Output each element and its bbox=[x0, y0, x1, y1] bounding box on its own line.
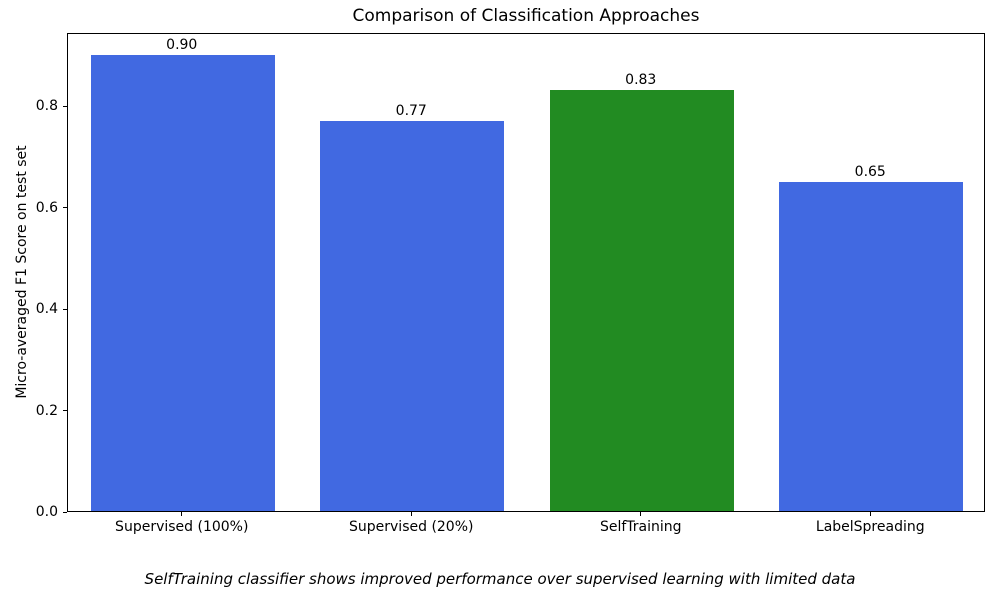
plot-area bbox=[67, 33, 985, 512]
y-tick-mark bbox=[63, 207, 67, 209]
y-tick-mark bbox=[63, 308, 67, 310]
bar-value-label: 0.65 bbox=[854, 163, 886, 180]
y-tick-mark bbox=[63, 410, 67, 412]
x-tick-mark bbox=[869, 512, 871, 516]
chart-title: Comparison of Classification Approaches bbox=[352, 6, 700, 26]
y-tick-label: 0.4 bbox=[35, 301, 58, 318]
bar-labelspreading bbox=[779, 181, 964, 511]
y-tick-mark bbox=[63, 105, 67, 107]
x-tick-label: LabelSpreading bbox=[815, 519, 925, 535]
bar-value-label: 0.83 bbox=[625, 72, 657, 89]
bar-value-label: 0.90 bbox=[166, 36, 198, 53]
bar-value-label: 0.77 bbox=[395, 102, 427, 119]
x-tick-mark bbox=[410, 512, 412, 516]
figure-caption: SelfTraining classifier shows improved p… bbox=[144, 570, 856, 588]
x-tick-label: Supervised (20%) bbox=[349, 519, 474, 535]
y-tick-label: 0.0 bbox=[35, 504, 58, 520]
bar-selftraining bbox=[549, 90, 734, 511]
bar-supervised-20 bbox=[320, 120, 505, 511]
y-tick-label: 0.2 bbox=[35, 402, 58, 419]
x-tick-mark bbox=[640, 512, 642, 516]
x-tick-label: Supervised (100%) bbox=[115, 519, 249, 535]
bar-supervised-100 bbox=[90, 54, 275, 511]
y-tick-label: 0.8 bbox=[35, 98, 58, 115]
y-tick-mark bbox=[63, 511, 67, 513]
x-tick-label: SelfTraining bbox=[599, 519, 682, 535]
y-axis-label: Micro-averaged F1 Score on test set bbox=[14, 145, 30, 399]
x-tick-mark bbox=[181, 512, 183, 516]
y-tick-label: 0.6 bbox=[35, 199, 58, 216]
